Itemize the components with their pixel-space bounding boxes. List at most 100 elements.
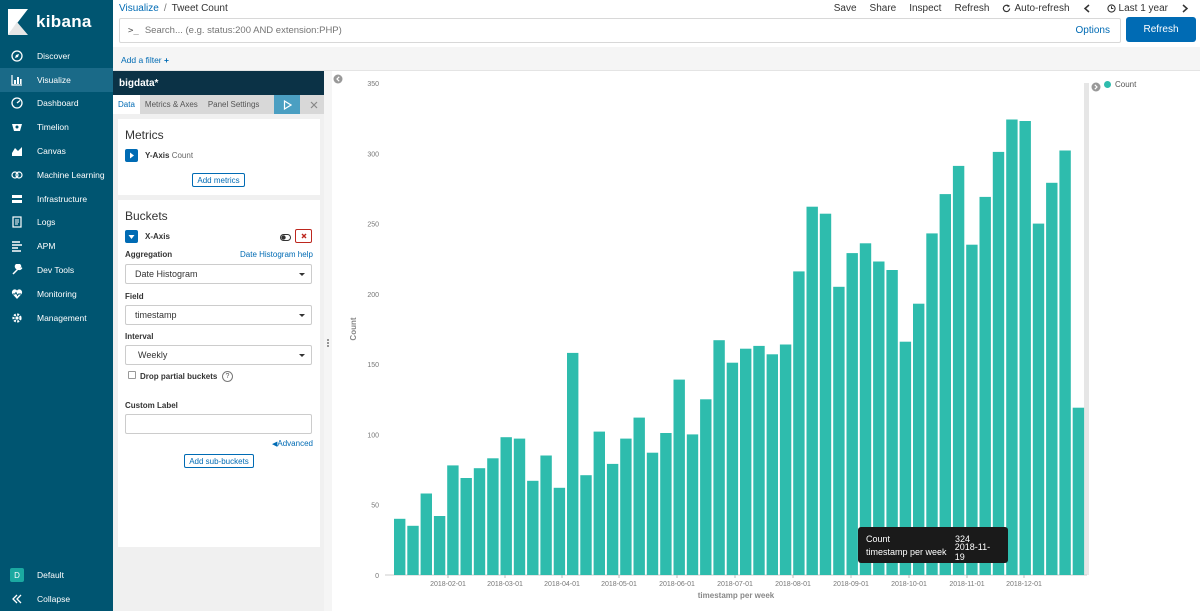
bar: [833, 286, 845, 575]
sidebar-item-timelion[interactable]: Timelion: [0, 115, 113, 139]
close-icon: [301, 233, 306, 239]
sidebar-item-visualize[interactable]: Visualize: [0, 67, 113, 92]
sidebar-item-dev-tools[interactable]: Dev Tools: [0, 258, 113, 282]
bar: [1072, 407, 1085, 575]
y-tick-label: 300: [367, 151, 379, 158]
kibana-logo-icon: [8, 9, 28, 35]
apply-changes-button[interactable]: [274, 95, 300, 114]
advanced-toggle-link[interactable]: ◀Advanced: [272, 439, 313, 448]
auto-refresh-button[interactable]: Auto-refresh: [1002, 3, 1070, 14]
sidebar-item-logs[interactable]: Logs: [0, 211, 113, 235]
logs-icon: [10, 216, 23, 229]
caret-down-icon: [128, 234, 135, 239]
chevron-left-icon: [1083, 4, 1090, 13]
space-selector[interactable]: D Default: [0, 563, 113, 587]
bar: [753, 345, 765, 575]
refresh-button[interactable]: Refresh: [1126, 17, 1196, 42]
editor-panel: bigdata* Data Metrics & Axes Panel Setti…: [113, 71, 324, 611]
bar: [1006, 119, 1018, 575]
sidebar-item-machine-learning[interactable]: Machine Learning: [0, 163, 113, 187]
space-badge: D: [10, 568, 24, 582]
sidebar-item-canvas[interactable]: Canvas: [0, 139, 113, 163]
bar: [966, 244, 978, 575]
toggle-legend-icon[interactable]: [1091, 82, 1101, 92]
drop-partial-label: Drop partial buckets: [140, 372, 218, 381]
chevron-right-icon: [1182, 4, 1189, 13]
help-icon[interactable]: ?: [222, 371, 233, 382]
tab-metrics-axes[interactable]: Metrics & Axes: [144, 100, 198, 109]
x-tick-label: 2018-04-01: [544, 581, 580, 588]
x-tick-label: 2018-02-01: [430, 581, 466, 588]
field-select[interactable]: timestamp: [125, 305, 312, 325]
sidebar-item-apm[interactable]: APM: [0, 234, 113, 258]
buckets-section: Buckets X-Axis Aggregation Date Histogra…: [118, 200, 320, 547]
sidebar-item-label: Dev Tools: [37, 265, 75, 276]
collapse-icon: [10, 593, 23, 605]
bar: [713, 340, 725, 575]
save-button[interactable]: Save: [833, 3, 857, 14]
custom-label-input[interactable]: [125, 414, 312, 434]
bar: [846, 253, 858, 575]
x-tick-label: 2018-09-01: [833, 581, 869, 588]
chevron-down-icon: [299, 273, 305, 276]
drop-partial-checkbox[interactable]: [128, 371, 136, 379]
bar: [700, 399, 712, 575]
collapse-button[interactable]: Collapse: [0, 587, 113, 611]
bar: [673, 379, 685, 575]
time-next-button[interactable]: [1181, 4, 1192, 13]
buckets-toggle-button[interactable]: [125, 230, 138, 243]
metrics-toggle-button[interactable]: [125, 149, 138, 162]
sidebar-item-label: Infrastructure: [37, 193, 88, 204]
time-range-label: Last 1 year: [1118, 3, 1168, 14]
x-tick-label: 2018-03-01: [487, 581, 523, 588]
bar: [660, 433, 672, 575]
y-tick-label: 50: [371, 503, 379, 510]
search-input[interactable]: [144, 25, 1076, 36]
sidebar-item-management[interactable]: Management: [0, 306, 113, 330]
bar: [873, 261, 885, 575]
bar: [606, 463, 619, 575]
bar: [1059, 150, 1071, 575]
bar: [580, 475, 592, 575]
sidebar-item-discover[interactable]: Discover: [0, 44, 113, 68]
legend-dot: [1104, 81, 1111, 88]
date-histogram-help-link[interactable]: Date Histogram help: [240, 250, 313, 259]
metrics-title: Metrics: [125, 128, 164, 142]
bar: [567, 352, 579, 575]
interval-select[interactable]: Weekly: [125, 345, 312, 365]
time-prev-button[interactable]: [1083, 4, 1094, 13]
toggle-agg-icon[interactable]: [278, 230, 292, 244]
bar: [540, 455, 552, 575]
aggregation-select[interactable]: Date Histogram: [125, 264, 312, 284]
inspect-button[interactable]: Inspect: [909, 3, 942, 14]
bar: [793, 271, 805, 575]
sidebar-item-infrastructure[interactable]: Infrastructure: [0, 187, 113, 211]
bar: [766, 354, 778, 575]
collapse-editor-icon[interactable]: [333, 74, 343, 84]
refresh-menu-button[interactable]: Refresh: [954, 3, 990, 14]
chevron-left-icon: [336, 76, 340, 82]
caret-right-icon: [129, 152, 134, 159]
sidebar-item-label: Monitoring: [37, 288, 77, 299]
options-link[interactable]: Options: [1075, 25, 1110, 36]
y-axis-agg-label: Y-Axis Count: [145, 151, 193, 160]
field-label: Field: [125, 292, 144, 301]
legend-label[interactable]: Count: [1115, 80, 1137, 89]
discard-changes-button[interactable]: [303, 95, 324, 114]
sidebar-item-dashboard[interactable]: Dashboard: [0, 92, 113, 116]
time-picker-button[interactable]: Last 1 year: [1106, 3, 1168, 14]
tab-data[interactable]: Data: [113, 95, 140, 114]
add-filter-link[interactable]: Add a filter +: [121, 55, 169, 65]
share-button[interactable]: Share: [869, 3, 897, 14]
breadcrumb-visualize[interactable]: Visualize: [119, 3, 159, 14]
nav-list: Discover Visualize Dashboard Timelion Canvas…: [0, 44, 113, 330]
sidebar-item-monitoring[interactable]: Monitoring: [0, 282, 113, 306]
y-tick-label: 350: [367, 81, 379, 88]
sidebar: kibana Discover Visualize Dashboard Timelio…: [0, 0, 113, 611]
panel-resizer[interactable]: [324, 71, 332, 611]
tab-panel-settings[interactable]: Panel Settings: [207, 100, 260, 109]
remove-agg-button[interactable]: [295, 229, 312, 243]
add-sub-buckets-button[interactable]: Add sub-buckets: [184, 454, 254, 468]
brand[interactable]: kibana: [0, 0, 113, 44]
add-metrics-button[interactable]: Add metrics: [192, 173, 245, 187]
